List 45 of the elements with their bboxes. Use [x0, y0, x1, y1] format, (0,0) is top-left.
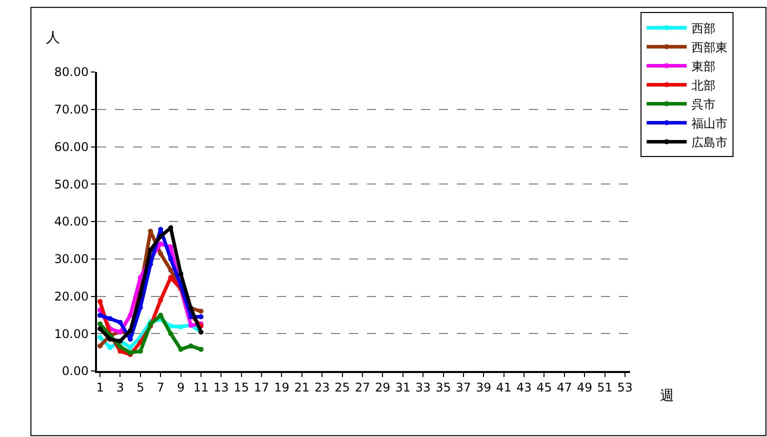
legend-label: 西部東 [692, 40, 728, 54]
legend-label: 東部 [692, 59, 716, 74]
x-tick-label: 19 [274, 380, 290, 394]
x-tick-label: 53 [617, 380, 633, 394]
x-tick-label: 13 [214, 380, 229, 394]
x-tick-label: 31 [395, 380, 411, 394]
y-tick-label: 60.00 [54, 140, 89, 154]
x-tick-label: 9 [176, 380, 185, 394]
y-tick-label: 70.00 [54, 102, 89, 117]
legend-label: 呉市 [692, 97, 716, 112]
legend-label: 福山市 [692, 116, 728, 130]
y-tick-label: 50.00 [54, 177, 89, 192]
x-tick-label: 17 [254, 380, 270, 394]
x-tick-label: 51 [597, 380, 612, 394]
x-tick-label: 29 [375, 380, 390, 394]
y-tick-label: 0.00 [62, 364, 89, 378]
x-tick-label: 25 [334, 380, 350, 394]
x-tick-label: 39 [476, 380, 492, 394]
x-tick-label: 21 [294, 380, 310, 394]
y-axis-title: 人 [46, 30, 60, 46]
x-axis-title: 週 [660, 388, 674, 404]
x-tick-label: 5 [136, 380, 144, 394]
legend-label: 西部 [692, 21, 716, 36]
legend-label: 北部 [692, 78, 716, 92]
x-tick-label: 47 [556, 380, 572, 394]
y-tick-label: 20.00 [54, 289, 89, 304]
y-tick-label: 40.00 [54, 214, 89, 229]
x-tick-label: 35 [436, 380, 451, 394]
legend-label: 広島市 [692, 135, 728, 150]
x-tick-label: 7 [156, 380, 164, 394]
x-tick-label: 11 [193, 380, 209, 394]
x-tick-label: 23 [314, 380, 330, 394]
y-tick-label: 30.00 [54, 252, 89, 266]
x-tick-label: 37 [456, 380, 472, 394]
y-tick-label: 80.00 [54, 65, 89, 80]
x-tick-label: 41 [496, 380, 512, 394]
x-tick-label: 33 [415, 380, 431, 394]
x-tick-label: 15 [234, 380, 249, 394]
x-tick-label: 45 [536, 380, 552, 394]
x-tick-label: 49 [576, 380, 592, 394]
y-tick-label: 10.00 [54, 326, 89, 341]
x-tick-label: 27 [354, 380, 370, 394]
x-tick-label: 43 [516, 380, 532, 394]
x-tick-label: 3 [116, 380, 124, 394]
x-tick-label: 1 [96, 380, 104, 394]
